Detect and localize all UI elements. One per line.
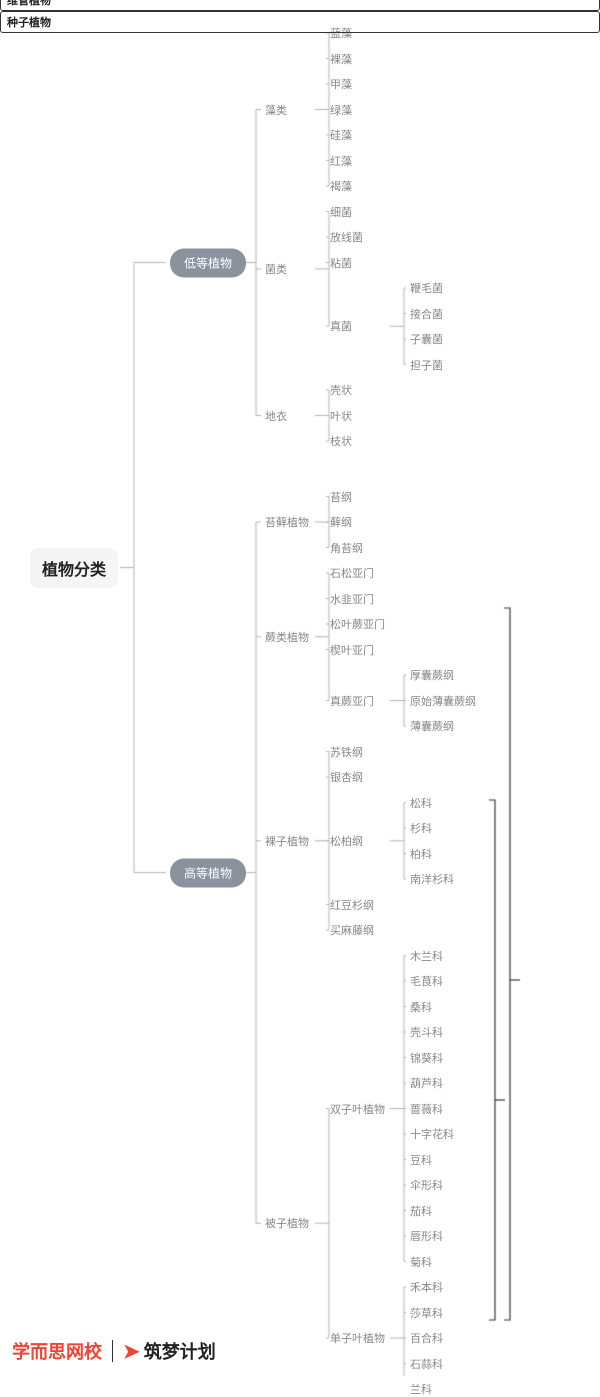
tree-node: 细菌 (330, 204, 352, 220)
tree-node: 豆科 (410, 1152, 432, 1168)
tree-node: 菊科 (410, 1254, 432, 1270)
tree-node: 苔藓植物 (265, 514, 309, 530)
footer: 学而思网校 ➤ 筑梦计划 (12, 1338, 216, 1364)
tree-node: 伞形科 (410, 1177, 443, 1193)
tree-node: 苏铁纲 (330, 744, 363, 760)
tree-node: 葫芦科 (410, 1075, 443, 1091)
tree-node: 百合科 (410, 1330, 443, 1346)
tree-node: 枝状 (330, 433, 352, 449)
tree-node: 粘菌 (330, 255, 352, 271)
tree-node: 被子植物 (265, 1215, 309, 1231)
tree-node: 红豆杉纲 (330, 897, 374, 913)
tree-node: 南洋杉科 (410, 871, 454, 887)
tree-node: 子囊菌 (410, 331, 443, 347)
tree-node: 松叶蕨亚门 (330, 616, 385, 632)
tree-node: 硅藻 (330, 127, 352, 143)
tree-node: 原始薄囊蕨纲 (410, 693, 476, 709)
tree-node: 石蒜科 (410, 1356, 443, 1372)
tree-node: 菌类 (265, 261, 287, 277)
tree-node: 红藻 (330, 153, 352, 169)
tree-node: 柏科 (410, 846, 432, 862)
connector-lines (0, 0, 600, 1376)
tree-node: 裸藻 (330, 51, 352, 67)
tree-node: 褐藻 (330, 178, 352, 194)
tree-node: 绿藻 (330, 102, 352, 118)
tree-node: 杉科 (410, 820, 432, 836)
tree-node: 担子菌 (410, 357, 443, 373)
arrow-icon: ➤ (123, 1339, 140, 1364)
tree-node: 蔷薇科 (410, 1101, 443, 1117)
tree-node: 鞭毛菌 (410, 280, 443, 296)
tree-node: 买麻藤纲 (330, 922, 374, 938)
tree-node: 兰科 (410, 1381, 432, 1397)
tree-node: 地衣 (265, 408, 287, 424)
tree-node: 松科 (410, 795, 432, 811)
brand-1: 学而思网校 (12, 1338, 102, 1364)
tree-node: 藻类 (265, 102, 287, 118)
tree-node: 楔叶亚门 (330, 642, 374, 658)
tree-node: 低等植物 (170, 248, 246, 277)
tree-node: 甲藻 (330, 76, 352, 92)
tree-node: 角苔纲 (330, 540, 363, 556)
tree-node: 桑科 (410, 999, 432, 1015)
bracket-label: 维管植物 (0, 0, 600, 11)
footer-divider (112, 1340, 113, 1362)
tree-node: 毛茛科 (410, 973, 443, 989)
tree-node: 茄科 (410, 1203, 432, 1219)
tree-node: 唇形科 (410, 1228, 443, 1244)
tree-node: 莎草科 (410, 1305, 443, 1321)
brand-2-text: 筑梦计划 (144, 1338, 216, 1364)
tree-node: 单子叶植物 (330, 1330, 385, 1346)
tree-node: 高等植物 (170, 858, 246, 887)
tree-node: 壳状 (330, 382, 352, 398)
tree-node: 接合菌 (410, 306, 443, 322)
tree-node: 银杏纲 (330, 769, 363, 785)
tree-node: 植物分类 (30, 548, 118, 588)
tree-node: 薄囊蕨纲 (410, 718, 454, 734)
bracket-label: 种子植物 (0, 11, 600, 33)
tree-node: 石松亚门 (330, 565, 374, 581)
tree-node: 放线菌 (330, 229, 363, 245)
tree-node: 禾本科 (410, 1279, 443, 1295)
tree-node: 十字花科 (410, 1126, 454, 1142)
tree-node: 裸子植物 (265, 833, 309, 849)
tree-node: 壳斗科 (410, 1024, 443, 1040)
tree-node: 锦葵科 (410, 1050, 443, 1066)
brand-2: ➤ 筑梦计划 (123, 1338, 216, 1364)
tree-node: 水韭亚门 (330, 591, 374, 607)
tree-node: 厚囊蕨纲 (410, 667, 454, 683)
tree-node: 蕨类植物 (265, 629, 309, 645)
tree-node: 叶状 (330, 408, 352, 424)
tree-node: 松柏纲 (330, 833, 363, 849)
tree-node: 木兰科 (410, 948, 443, 964)
tree-node: 真菌 (330, 318, 352, 334)
tree-node: 苔纲 (330, 489, 352, 505)
tree-node: 藓纲 (330, 514, 352, 530)
tree-node: 双子叶植物 (330, 1101, 385, 1117)
tree-node: 真蕨亚门 (330, 693, 374, 709)
